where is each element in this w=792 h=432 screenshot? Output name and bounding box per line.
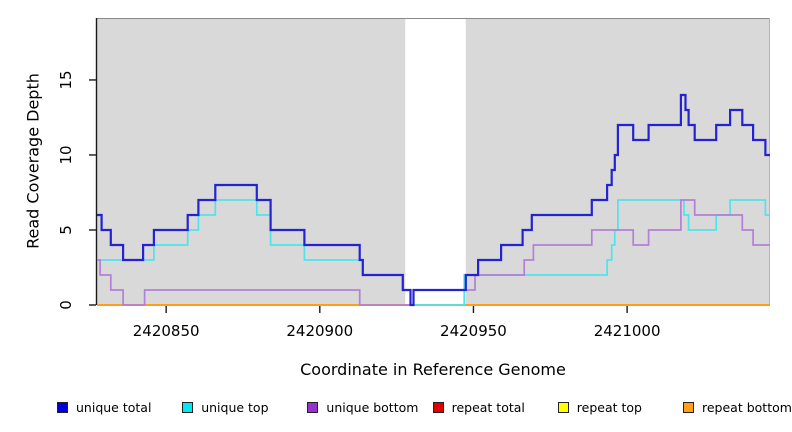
x-tick-label-2420950: 2420950 <box>440 322 507 340</box>
series-unique-top <box>97 199 770 306</box>
legend-label: repeat bottom <box>702 400 792 415</box>
y-axis-title: Read Coverage Depth <box>23 73 43 249</box>
series-unique-bottom <box>97 199 770 306</box>
repeat-top-swatch-icon <box>557 402 569 413</box>
y-tick-label-15: 15 <box>57 70 75 90</box>
series-unique-total <box>97 93 770 307</box>
repeat-total-swatch-icon <box>432 402 444 413</box>
x-axis-title: Coordinate in Reference Genome <box>300 360 566 379</box>
legend-item-repeat-bottom: repeat bottom <box>683 400 792 415</box>
legend-label: repeat top <box>576 400 642 415</box>
unique-bottom-swatch-icon <box>307 402 319 413</box>
legend-item-repeat-total: repeat total <box>432 400 525 415</box>
legend-label: unique bottom <box>326 400 419 415</box>
y-tick-label-5: 5 <box>57 225 75 235</box>
x-tick-label-2420900: 2420900 <box>286 322 354 340</box>
y-tick-label-10: 10 <box>57 145 75 165</box>
repeat-bottom-swatch-icon <box>683 402 694 413</box>
unique-top-swatch-icon <box>182 402 194 413</box>
legend-label: repeat total <box>451 400 525 415</box>
legend-item-repeat-top: repeat top <box>557 400 642 415</box>
unique-total-swatch-icon <box>57 402 68 413</box>
legend-label: unique total <box>76 400 152 415</box>
legend-item-unique-total: unique total <box>57 400 151 415</box>
legend-item-unique-bottom: unique bottom <box>307 400 418 415</box>
legend-item-unique-top: unique top <box>182 400 269 415</box>
x-tick-label-2421000: 2421000 <box>593 322 661 340</box>
x-tick-label-2420850: 2420850 <box>132 322 200 340</box>
y-tick-label-0: 0 <box>57 300 75 310</box>
legend-label: unique top <box>201 400 269 415</box>
